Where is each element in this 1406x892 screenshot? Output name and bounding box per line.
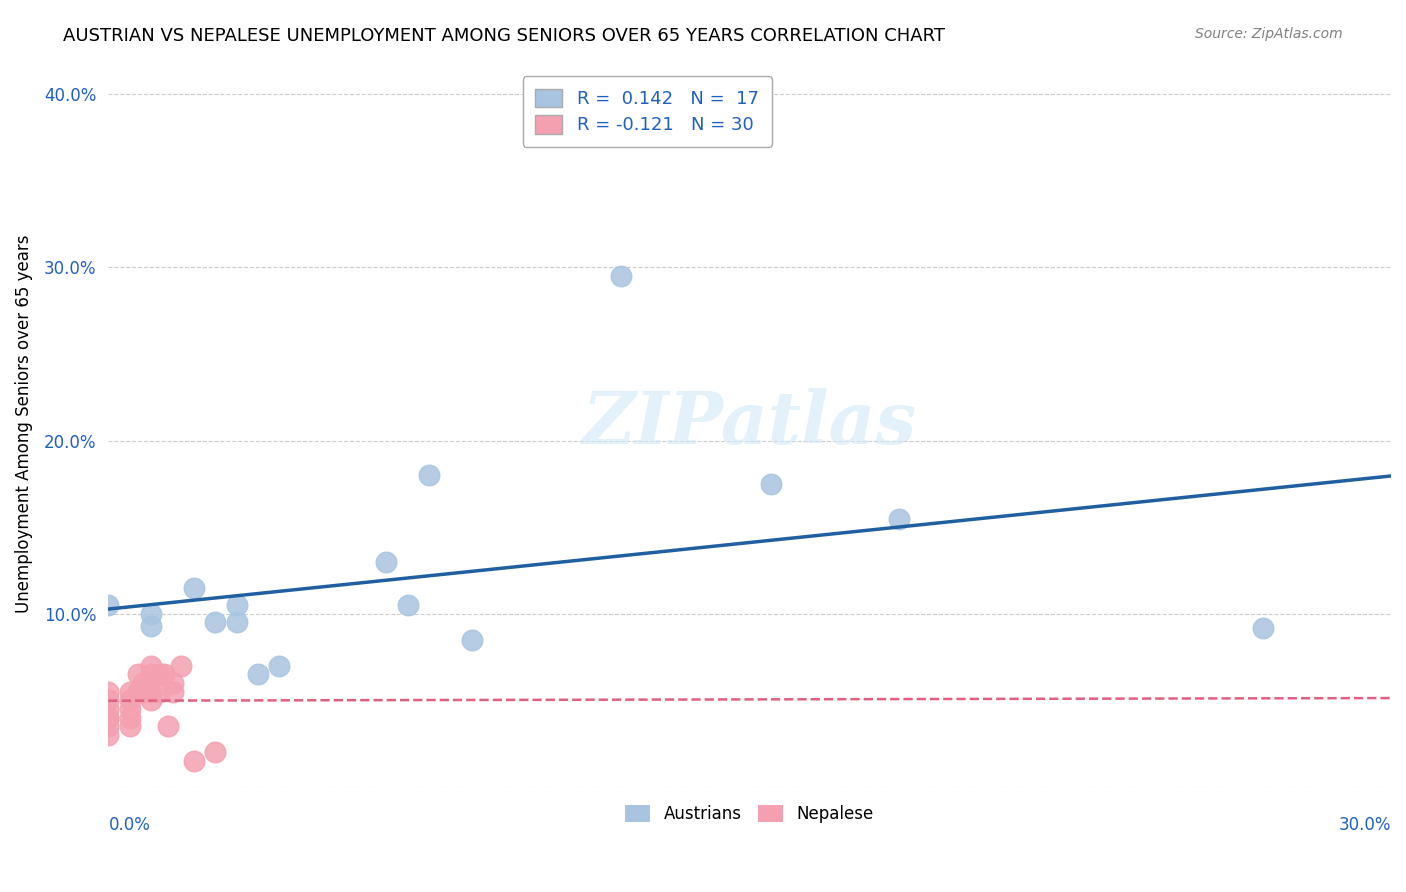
Point xyxy=(461,632,484,647)
Point xyxy=(97,702,120,716)
Point xyxy=(97,719,120,733)
Point xyxy=(97,728,120,742)
Point xyxy=(375,555,398,569)
Point xyxy=(225,598,247,612)
Text: 30.0%: 30.0% xyxy=(1339,816,1391,834)
Point xyxy=(97,598,120,612)
Point xyxy=(141,667,163,681)
Point xyxy=(1251,621,1274,635)
Point xyxy=(183,754,205,768)
Point xyxy=(127,667,149,681)
Point xyxy=(141,684,163,698)
Point xyxy=(131,676,153,690)
Point xyxy=(225,615,247,630)
Point xyxy=(97,711,120,725)
Point xyxy=(396,598,419,612)
Point xyxy=(889,511,911,525)
Legend: Austrians, Nepalese: Austrians, Nepalese xyxy=(619,798,880,830)
Point xyxy=(183,581,205,595)
Point xyxy=(141,693,163,707)
Point xyxy=(97,684,120,698)
Point xyxy=(97,693,120,707)
Point xyxy=(153,667,176,681)
Point xyxy=(141,607,163,621)
Text: Source: ZipAtlas.com: Source: ZipAtlas.com xyxy=(1195,27,1343,41)
Point xyxy=(135,676,157,690)
Text: AUSTRIAN VS NEPALESE UNEMPLOYMENT AMONG SENIORS OVER 65 YEARS CORRELATION CHART: AUSTRIAN VS NEPALESE UNEMPLOYMENT AMONG … xyxy=(63,27,945,45)
Point xyxy=(97,711,120,725)
Point xyxy=(118,702,141,716)
Point xyxy=(118,719,141,733)
Point xyxy=(170,658,193,673)
Point xyxy=(418,468,440,483)
Point xyxy=(149,684,172,698)
Point xyxy=(610,268,633,283)
Point xyxy=(141,619,163,633)
Text: ZIPatlas: ZIPatlas xyxy=(582,388,917,458)
Point xyxy=(759,476,782,491)
Point xyxy=(204,615,226,630)
Point xyxy=(204,745,226,759)
Point xyxy=(118,693,141,707)
Point xyxy=(269,658,291,673)
Point xyxy=(162,684,184,698)
Point xyxy=(162,676,184,690)
Point xyxy=(118,684,141,698)
Point xyxy=(127,684,149,698)
Point xyxy=(118,711,141,725)
Point xyxy=(149,667,172,681)
Point xyxy=(131,684,153,698)
Text: 0.0%: 0.0% xyxy=(108,816,150,834)
Y-axis label: Unemployment Among Seniors over 65 years: Unemployment Among Seniors over 65 years xyxy=(15,234,32,613)
Point xyxy=(157,719,180,733)
Point xyxy=(141,658,163,673)
Point xyxy=(247,667,270,681)
